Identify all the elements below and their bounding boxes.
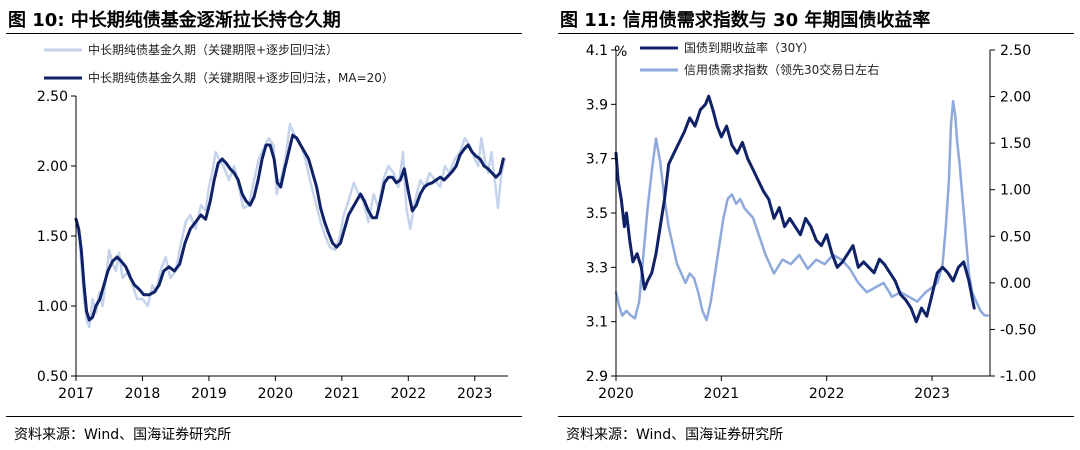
right-left-y-tick-label: 3.9	[586, 97, 608, 113]
left-x-tick-label: 2019	[191, 386, 227, 402]
left-legend: 中长期纯债基金久期（关键期限+逐步回归法） 中长期纯债基金久期（关键期限+逐步回…	[44, 42, 394, 85]
left-source-rule	[6, 416, 522, 417]
right-left-y-tick-label: 3.3	[586, 260, 608, 276]
legend-label-ma: 中长期纯债基金久期（关键期限+逐步回归法，MA=20）	[88, 70, 394, 85]
series-30y-yield-line	[614, 94, 976, 324]
right-dual-axis-chart: 2.9 3.1 3.3 3.5 3.7 3.9 4.1 -1.00 -0.50 0.00 0.50 1…	[586, 40, 1037, 402]
left-y-tick-label: 1.50	[37, 229, 68, 245]
right-right-y-tick-label: 0.50	[1000, 229, 1031, 245]
right-left-y-tick-label: 3.1	[586, 315, 608, 331]
left-y-tick-label: 2.00	[37, 159, 68, 175]
left-y-tick-label: 0.50	[37, 369, 68, 385]
left-y-tick-label: 1.00	[37, 299, 68, 315]
left-source-note: 资料来源：Wind、国海证券研究所	[14, 427, 232, 443]
right-right-y-tick-label: -1.00	[1000, 369, 1036, 385]
right-left-y-tick-label: 3.7	[586, 152, 608, 168]
left-line-chart: 0.50 1.00 1.50 2.00 2.50 2017 2018 2019 2020 2021…	[37, 42, 508, 402]
right-left-y-tick-label: 3.5	[586, 206, 608, 222]
left-x-tick-label: 2021	[324, 386, 360, 402]
right-legend: 国债到期收益率（30Y） 信用债需求指数（领先30交易日左右	[640, 40, 879, 77]
right-right-y-tick-label: -0.50	[1000, 322, 1036, 338]
left-axes-layer: 0.50 1.00 1.50 2.00 2.50 2017 2018 2019 2020 2021…	[37, 89, 508, 402]
series-ma20-duration-line	[74, 133, 505, 322]
right-series-layer	[614, 94, 990, 324]
legend-label-raw: 中长期纯债基金久期（关键期限+逐步回归法）	[88, 42, 338, 57]
right-axes-layer: 2.9 3.1 3.3 3.5 3.7 3.9 4.1 -1.00 -0.50 0.00 0.50 1…	[586, 43, 1037, 402]
right-right-y-tick-label: 1.50	[1000, 136, 1031, 152]
left-axis-unit-label: %	[614, 44, 627, 60]
right-left-y-tick-label: 4.1	[586, 43, 608, 59]
legend-label-index: 信用债需求指数（领先30交易日左右	[684, 62, 879, 77]
legend-label-yield: 国债到期收益率（30Y）	[684, 40, 815, 55]
right-right-y-tick-label: 0.00	[1000, 276, 1031, 292]
left-series-layer	[74, 122, 506, 329]
left-chart-panel: 图 10: 中长期纯债基金逐渐拉长持仓久期 0.50 1.00 1.50 2.00 2.…	[0, 0, 528, 450]
right-chart-title: 图 11: 信用债需求指数与 30 年期国债收益率	[560, 10, 931, 31]
right-source-rule	[558, 416, 1074, 417]
left-y-tick-label: 2.50	[37, 89, 68, 105]
right-x-tick-label: 2021	[704, 386, 740, 402]
right-right-y-tick-label: 2.00	[1000, 90, 1031, 106]
right-chart-panel: 图 11: 信用债需求指数与 30 年期国债收益率 2.9 3.1 3.3 3.5 3.…	[552, 0, 1080, 450]
right-source-note: 资料来源：Wind、国海证券研究所	[566, 427, 784, 443]
left-chart-title: 图 10: 中长期纯债基金逐渐拉长持仓久期	[8, 10, 341, 31]
left-x-tick-label: 2017	[58, 386, 94, 402]
right-x-tick-label: 2022	[809, 386, 845, 402]
left-x-tick-label: 2022	[390, 386, 426, 402]
right-title-rule	[558, 33, 1074, 34]
left-x-tick-label: 2020	[258, 386, 294, 402]
right-x-tick-label: 2020	[598, 386, 634, 402]
series-credit-demand-index-line	[614, 99, 990, 322]
left-title-rule	[6, 33, 522, 34]
left-x-tick-label: 2023	[457, 386, 493, 402]
left-x-tick-label: 2018	[125, 386, 161, 402]
right-right-y-tick-label: 1.00	[1000, 183, 1031, 199]
right-x-tick-label: 2023	[914, 386, 950, 402]
series-raw-duration-line	[74, 122, 506, 329]
right-left-y-tick-label: 2.9	[586, 369, 608, 385]
right-right-y-tick-label: 2.50	[1000, 43, 1031, 59]
